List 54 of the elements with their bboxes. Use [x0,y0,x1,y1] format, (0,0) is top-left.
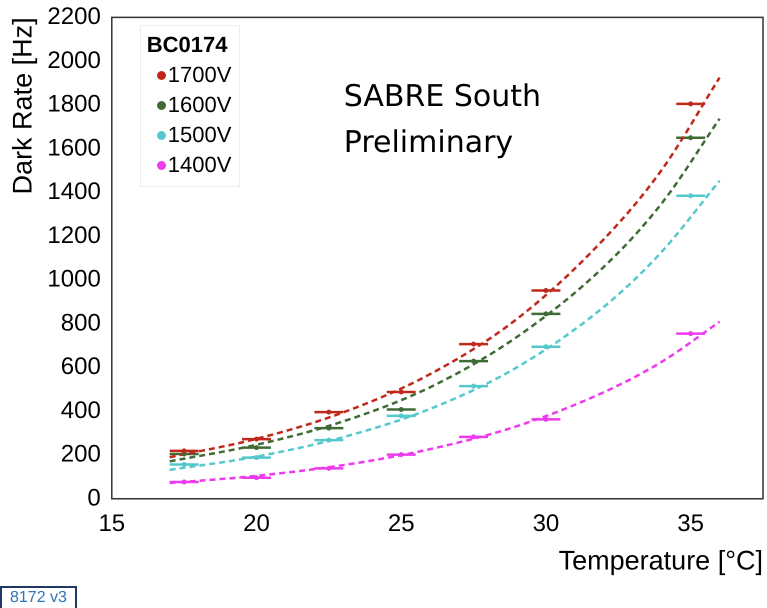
point [326,466,332,471]
y-tick-label: 800 [60,309,101,336]
annotation: Preliminary [344,125,514,160]
legend-label: 1600V [168,91,232,120]
y-tick-label: 0 [87,484,101,512]
point [471,384,476,389]
point [543,288,548,293]
y-tick-label: 1600 [47,134,101,162]
line-series [168,179,721,472]
point [398,407,404,412]
point [543,311,548,316]
y-tick-label: 1400 [47,178,101,206]
point [398,390,404,395]
point [326,410,332,415]
point [326,438,332,443]
point [254,455,260,460]
legend-title: BC0174 [146,31,228,60]
point [471,434,476,440]
x-tick-label: 30 [532,510,560,537]
legend-label: 1400V [168,151,232,180]
point [182,462,187,467]
point [543,416,548,422]
y-axis-title: Dark Rate [Hz] [8,17,38,194]
point [471,358,476,364]
x-tick-label: 20 [243,510,270,537]
point [398,452,404,458]
point [688,193,694,198]
x-tick-label: 15 [98,510,126,537]
point [254,475,260,480]
point [471,342,476,347]
y-tick-label: 2000 [47,46,101,74]
x-tick-label: 35 [677,510,704,537]
point [182,479,187,484]
point [254,436,260,442]
point [182,448,187,454]
y-tick-label: 600 [60,353,101,380]
legend-label: 1700V [168,61,232,90]
y-tick-label: 400 [60,396,101,424]
y-tick-label: 1000 [47,266,101,293]
point [688,101,694,106]
y-tick-label: 200 [60,440,101,468]
y-tick-label: 1200 [47,222,101,249]
text: 8172 v3 [0,586,77,608]
legend-label: 1500V [168,121,232,150]
point [688,331,694,336]
point [398,413,404,418]
point [688,135,694,140]
x-tick-label: 25 [388,510,415,537]
point [543,344,548,350]
x-axis-title: Temperature [°C] [558,545,763,576]
annotation: SABRE South [344,79,542,114]
point [254,445,260,450]
y-tick-label: 1800 [47,90,101,118]
y-tick-label: 2200 [47,3,101,30]
